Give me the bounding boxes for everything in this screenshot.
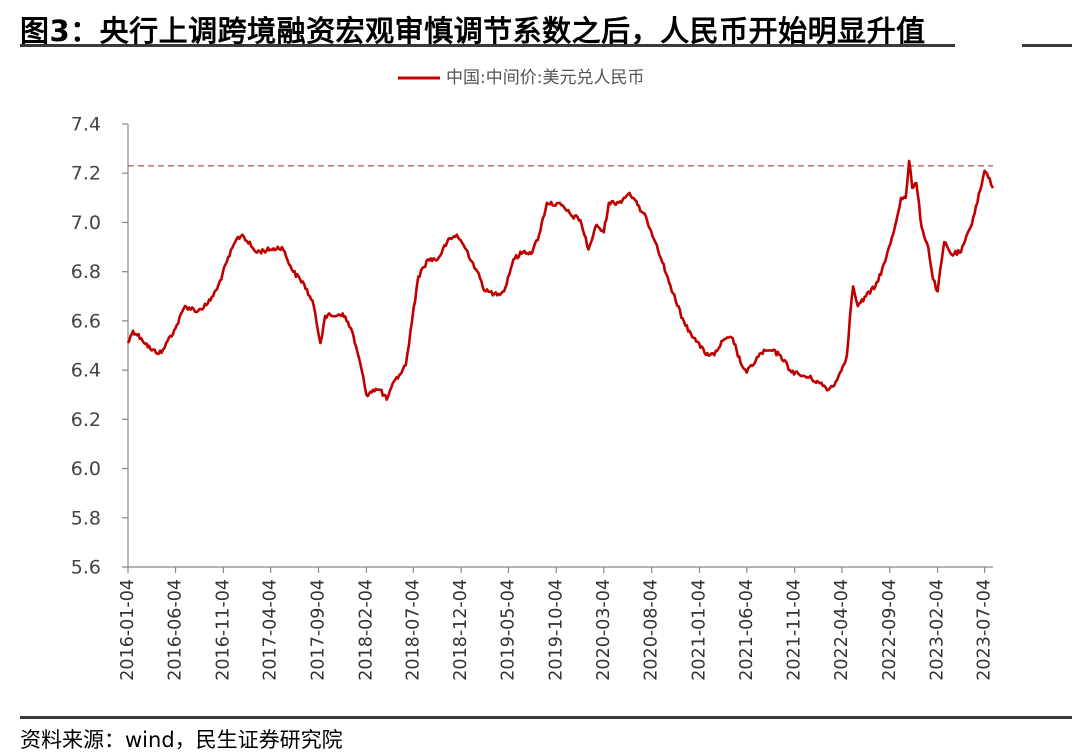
title-underline-right — [1022, 44, 1072, 47]
x-tick-label: 2019-10-04 — [546, 579, 566, 681]
x-tick-label: 2020-03-04 — [594, 579, 614, 681]
y-tick-label: 7.0 — [71, 212, 101, 234]
legend-label: 中国:中间价:美元兑人民币 — [446, 68, 644, 88]
y-tick-label: 5.6 — [71, 557, 101, 579]
x-tick-label: 2016-11-04 — [213, 579, 233, 681]
x-tick-label: 2017-09-04 — [309, 579, 329, 681]
x-tick-label: 2018-12-04 — [451, 579, 471, 681]
x-tick-label: 2021-11-04 — [785, 579, 805, 681]
title-underline-left — [20, 44, 955, 47]
y-tick-label: 5.8 — [71, 507, 101, 529]
x-tick-label: 2018-02-04 — [356, 579, 376, 681]
x-tick-label: 2016-01-04 — [118, 579, 138, 681]
x-tick-label: 2022-04-04 — [832, 579, 852, 681]
footer-rule — [20, 716, 1072, 719]
x-tick-label: 2019-05-04 — [498, 579, 518, 681]
y-tick-label: 6.8 — [71, 261, 101, 283]
x-tick-label: 2018-07-04 — [403, 579, 423, 681]
page-title: 图3：央行上调跨境融资宏观审慎调节系数之后，人民币开始明显升值 — [20, 14, 926, 48]
y-tick-label: 6.0 — [71, 458, 101, 480]
y-tick-label: 7.2 — [71, 163, 101, 185]
x-tick-label: 2021-06-04 — [737, 579, 757, 681]
x-tick-label: 2017-04-04 — [261, 579, 281, 681]
y-tick-label: 6.2 — [71, 409, 101, 431]
x-tick-label: 2021-01-04 — [690, 579, 710, 681]
x-tick-label: 2023-02-04 — [928, 579, 948, 681]
x-tick-label: 2016-06-04 — [166, 579, 186, 681]
y-axis: 7.4 7.2 7.0 6.8 6.6 6.4 6.2 6.0 5.8 5.6 — [71, 114, 128, 579]
x-tick-label: 2020-08-04 — [642, 579, 662, 681]
x-axis: 2016-01-04 2016-06-04 2016-11-04 2017-04-04… — [118, 567, 995, 681]
series-line — [126, 159, 995, 401]
x-tick-label: 2022-09-04 — [880, 579, 900, 681]
x-tick-label: 2023-07-04 — [975, 579, 995, 681]
source-note: 资料来源：wind，民生证券研究院 — [20, 728, 343, 752]
chart-legend: 中国:中间价:美元兑人民币 — [398, 68, 644, 88]
y-tick-label: 6.6 — [71, 310, 101, 332]
y-tick-label: 6.4 — [71, 360, 101, 382]
y-tick-label: 7.4 — [71, 114, 101, 136]
